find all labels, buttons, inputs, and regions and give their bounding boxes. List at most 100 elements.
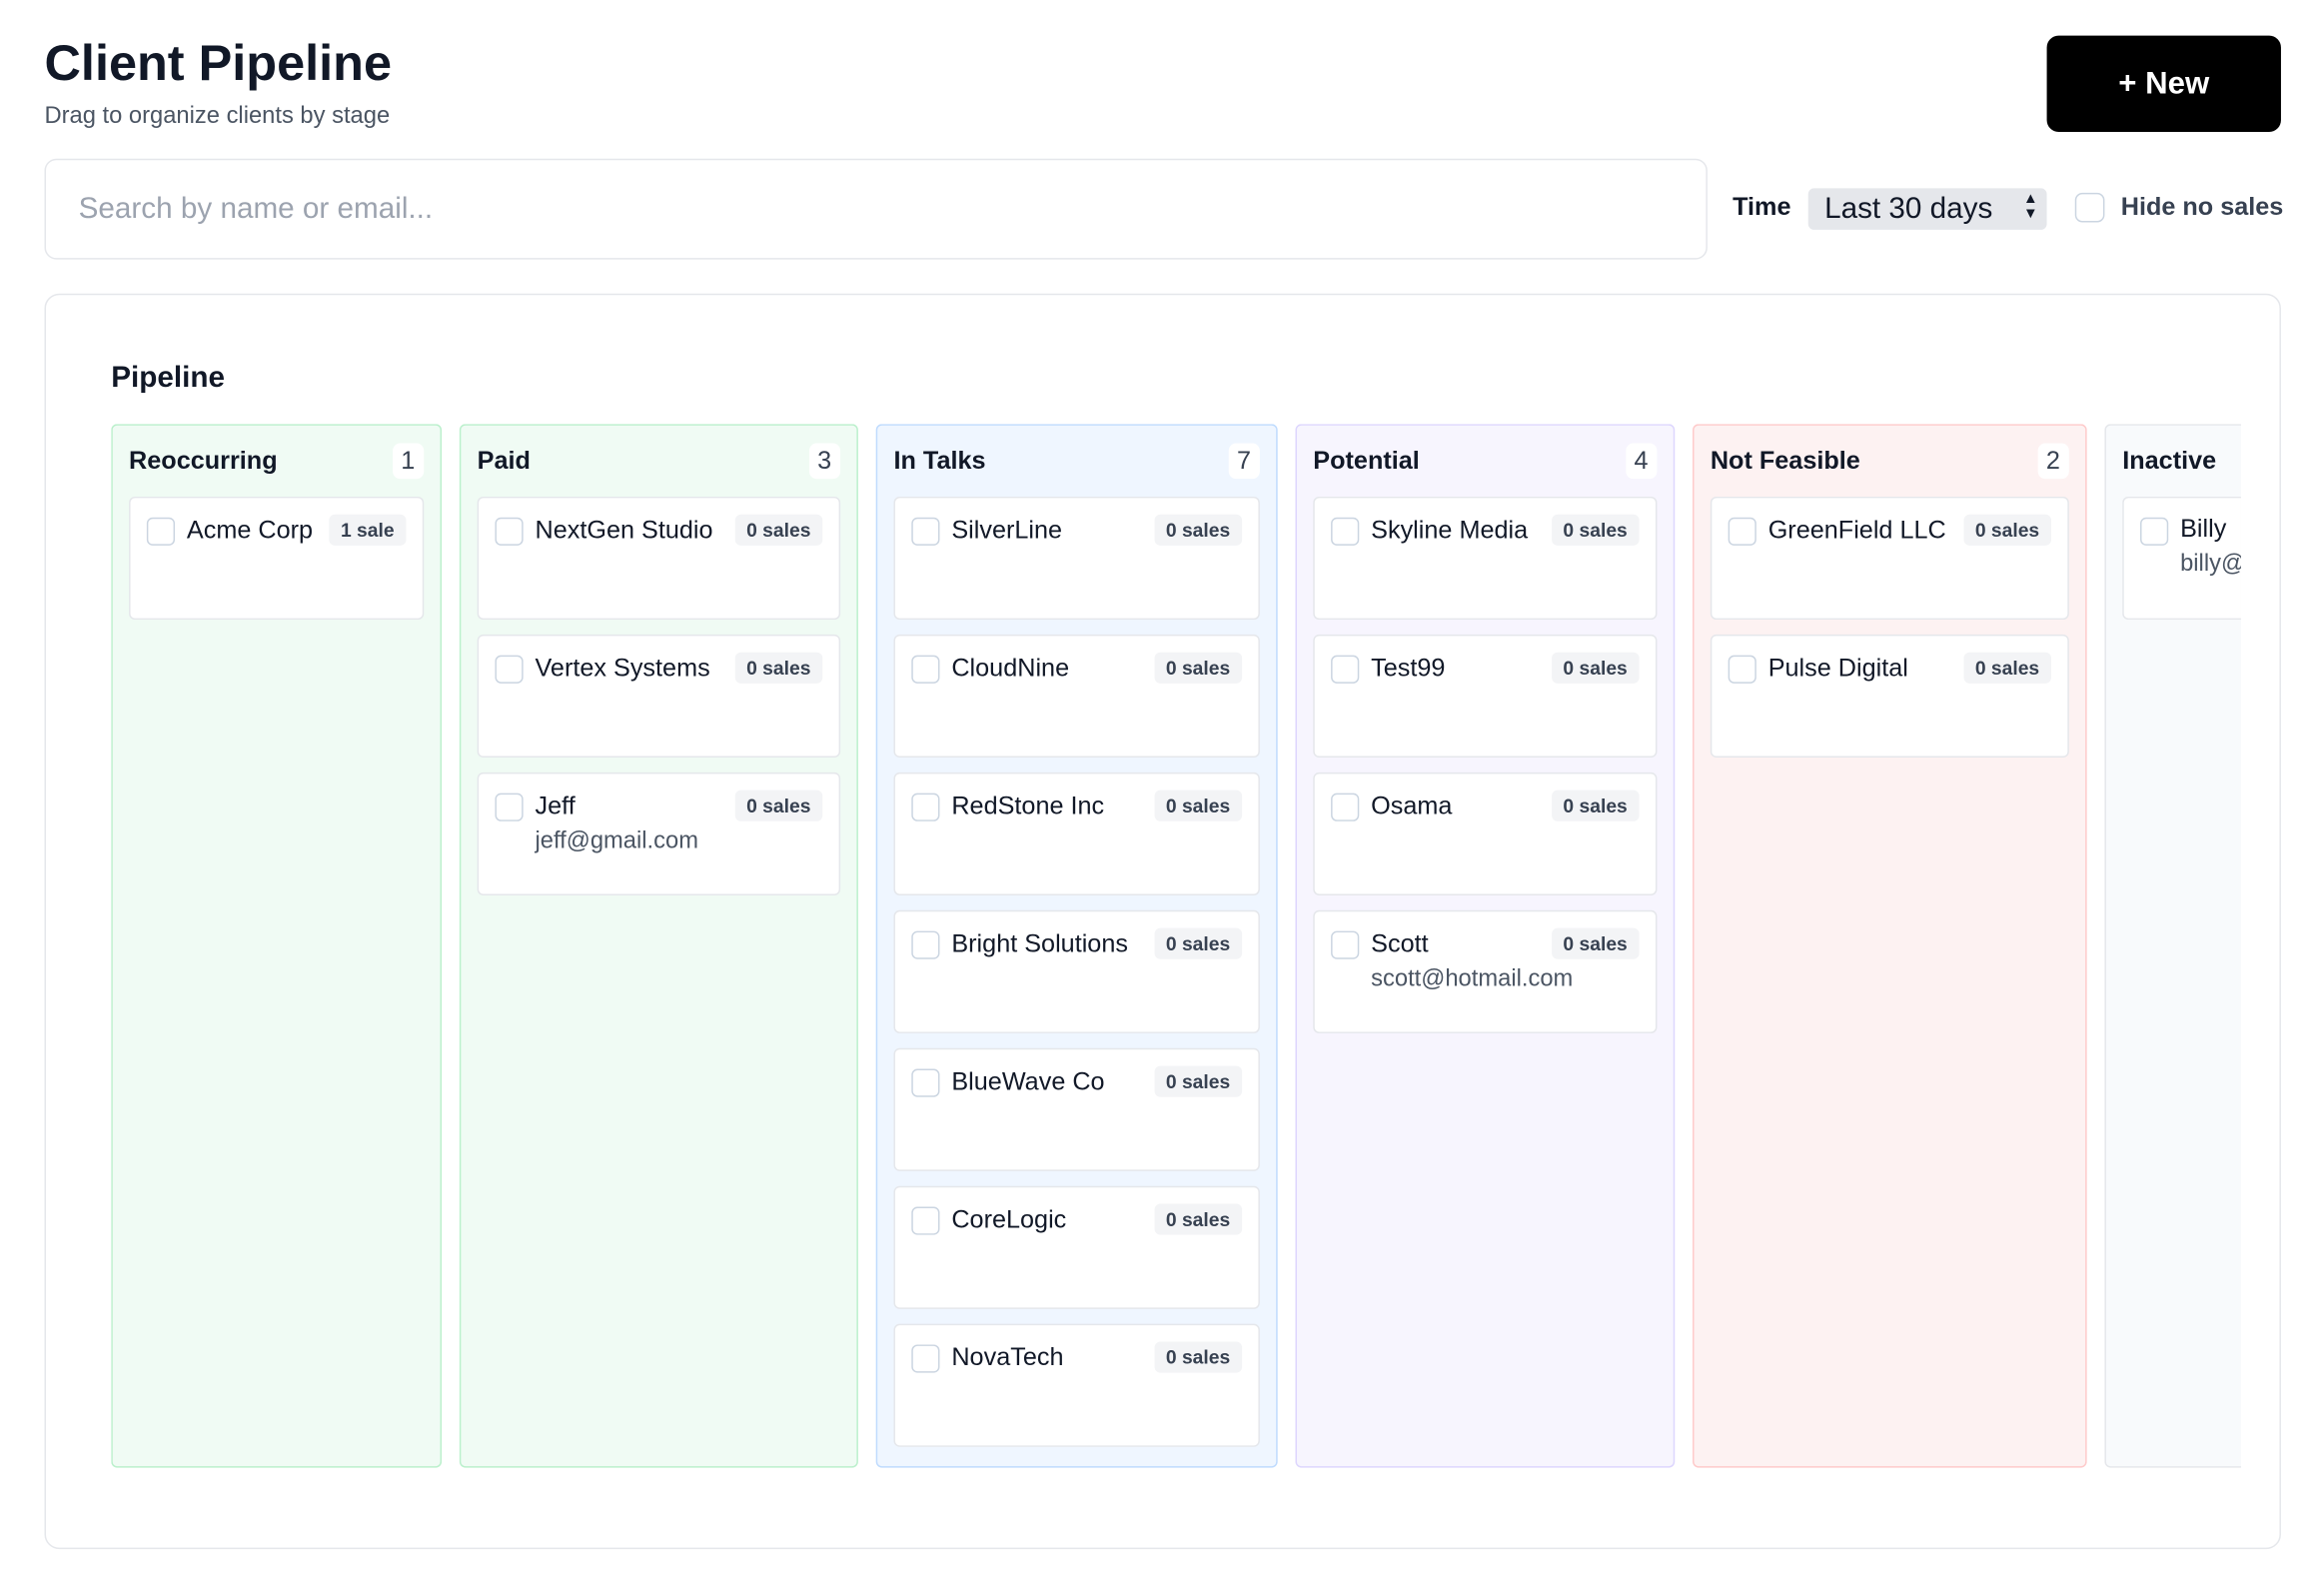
card-row: Jeff 0 sales <box>535 790 823 821</box>
client-email: scott@hotmail.com <box>1371 966 1574 992</box>
sales-badge: 0 sales <box>1551 927 1640 959</box>
client-name: Vertex Systems <box>535 653 710 682</box>
client-name: RedStone Inc <box>951 791 1105 819</box>
card-checkbox[interactable] <box>911 1068 940 1097</box>
column: Not Feasible 2 GreenField LLC 0 sales Pulse … <box>1693 424 2087 1468</box>
card-checkbox[interactable] <box>146 517 176 546</box>
card-checkbox[interactable] <box>1331 793 1360 821</box>
sales-badge: 0 sales <box>1154 1203 1243 1235</box>
client-card[interactable]: GreenField LLC 0 sales <box>1710 496 2069 621</box>
column-header: Reoccurring 1 <box>129 426 425 497</box>
time-label: Time <box>1733 192 1791 222</box>
sales-badge: 0 sales <box>1154 927 1243 959</box>
client-name: Billy <box>2180 514 2227 543</box>
client-card[interactable]: Osama 0 sales <box>1313 772 1658 895</box>
card-row: NextGen Studio 0 sales <box>536 514 823 546</box>
sales-badge: 0 sales <box>1551 652 1640 684</box>
client-name: GreenField LLC <box>1767 515 1946 544</box>
column-title: Inactive <box>2122 446 2217 475</box>
sales-badge: 1 sale <box>329 514 407 546</box>
column-title: In Talks <box>893 446 986 475</box>
client-card[interactable]: RedStone Inc 0 sales <box>893 772 1260 895</box>
sales-badge: 0 sales <box>734 652 823 684</box>
client-card[interactable]: Scott 0 sales scott@hotmail.com <box>1313 909 1658 1033</box>
card-checkbox[interactable] <box>2140 517 2169 546</box>
card-checkbox[interactable] <box>1728 517 1756 546</box>
card-checkbox[interactable] <box>1331 930 1360 959</box>
client-card[interactable]: BlueWave Co 0 sales <box>893 1047 1260 1171</box>
search-input[interactable]: Search by name or email... <box>44 158 1708 260</box>
sales-badge: 0 sales <box>1154 1065 1243 1097</box>
client-name: CloudNine <box>951 653 1070 682</box>
client-name: NovaTech <box>951 1342 1064 1371</box>
client-card[interactable]: Acme Corp 1 sale <box>129 496 425 621</box>
columns: Reoccurring 1 Acme Corp 1 sale Paid 3 NextGen … <box>111 424 2241 1469</box>
card-checkbox[interactable] <box>1331 517 1360 546</box>
client-card[interactable]: Skyline Media 0 sales <box>1313 496 1658 621</box>
client-card[interactable]: CloudNine 0 sales <box>893 634 1260 759</box>
card-checkbox[interactable] <box>911 517 940 546</box>
sales-badge: 0 sales <box>1154 652 1243 684</box>
sales-badge: 0 sales <box>1551 514 1640 546</box>
column-count: 2 <box>2036 443 2069 480</box>
card-row: Osama 0 sales <box>1371 790 1640 821</box>
client-name: Osama <box>1371 791 1453 819</box>
card-checkbox[interactable] <box>1331 655 1360 684</box>
sales-badge: 0 sales <box>1962 514 2052 546</box>
sales-badge: 0 sales <box>1154 790 1243 821</box>
column-title: Paid <box>477 446 531 475</box>
client-card[interactable]: Pulse Digital 0 sales <box>1710 634 2069 759</box>
column-header: Paid 3 <box>477 426 841 497</box>
card-checkbox[interactable] <box>911 655 940 684</box>
card-row: NovaTech 0 sales <box>951 1341 1243 1373</box>
client-name: Bright Solutions <box>951 928 1128 957</box>
client-card[interactable]: Billy billy@ <box>2122 496 2241 621</box>
card-checkbox[interactable] <box>911 930 940 959</box>
card-row: SilverLine 0 sales <box>951 514 1243 546</box>
card-row: CoreLogic 0 sales <box>951 1203 1243 1235</box>
client-name: Pulse Digital <box>1767 653 1908 682</box>
client-card[interactable]: Jeff 0 sales jeff@gmail.com <box>477 772 841 895</box>
card-checkbox[interactable] <box>1728 655 1756 684</box>
card-row: Scott 0 sales <box>1371 927 1640 959</box>
client-card[interactable]: Test99 0 sales <box>1313 634 1658 759</box>
card-checkbox[interactable] <box>495 517 524 546</box>
card-row: GreenField LLC 0 sales <box>1767 514 2052 546</box>
client-card[interactable]: Vertex Systems 0 sales <box>477 634 841 759</box>
client-card[interactable]: CoreLogic 0 sales <box>893 1185 1260 1309</box>
client-card[interactable]: NovaTech 0 sales <box>893 1323 1260 1447</box>
hide-label: Hide no sales <box>2120 192 2284 222</box>
card-row: RedStone Inc 0 sales <box>951 790 1243 821</box>
column: In Talks 7 SilverLine 0 sales CloudNine 0 sal… <box>875 424 1278 1468</box>
client-name: Test99 <box>1371 653 1446 682</box>
column-header: Inactive <box>2122 426 2241 497</box>
card-checkbox[interactable] <box>911 793 940 821</box>
card-checkbox[interactable] <box>495 655 524 684</box>
sales-badge: 0 sales <box>1154 514 1243 546</box>
card-row: BlueWave Co 0 sales <box>951 1065 1243 1097</box>
client-name: Jeff <box>535 791 576 819</box>
time-value: Last 30 days <box>1824 192 1993 225</box>
sales-badge: 0 sales <box>1962 652 2052 684</box>
column-count: 4 <box>1625 443 1658 480</box>
client-card[interactable]: SilverLine 0 sales <box>893 496 1260 621</box>
column-header: Not Feasible 2 <box>1711 426 2069 497</box>
client-card[interactable]: NextGen Studio 0 sales <box>477 496 841 621</box>
board-panel: Pipeline Reoccurring 1 Acme Corp 1 sale Paid… <box>44 293 2281 1550</box>
column-title: Not Feasible <box>1710 446 1860 475</box>
card-row: Billy <box>2180 515 2241 545</box>
client-name: Scott <box>1371 928 1429 957</box>
page-title: Client Pipeline <box>44 35 393 92</box>
column-title: Reoccurring <box>129 446 278 475</box>
client-card[interactable]: Bright Solutions 0 sales <box>893 909 1260 1033</box>
card-row: Bright Solutions 0 sales <box>951 927 1243 959</box>
card-checkbox[interactable] <box>911 1206 940 1235</box>
card-checkbox[interactable] <box>495 793 524 821</box>
time-select[interactable]: Last 30 days ▲ ▼ <box>1807 188 2047 230</box>
new-button[interactable]: + New <box>2046 35 2281 133</box>
column-count: 7 <box>1228 443 1260 480</box>
hide-checkbox[interactable] <box>2074 192 2105 223</box>
card-checkbox[interactable] <box>911 1344 940 1373</box>
